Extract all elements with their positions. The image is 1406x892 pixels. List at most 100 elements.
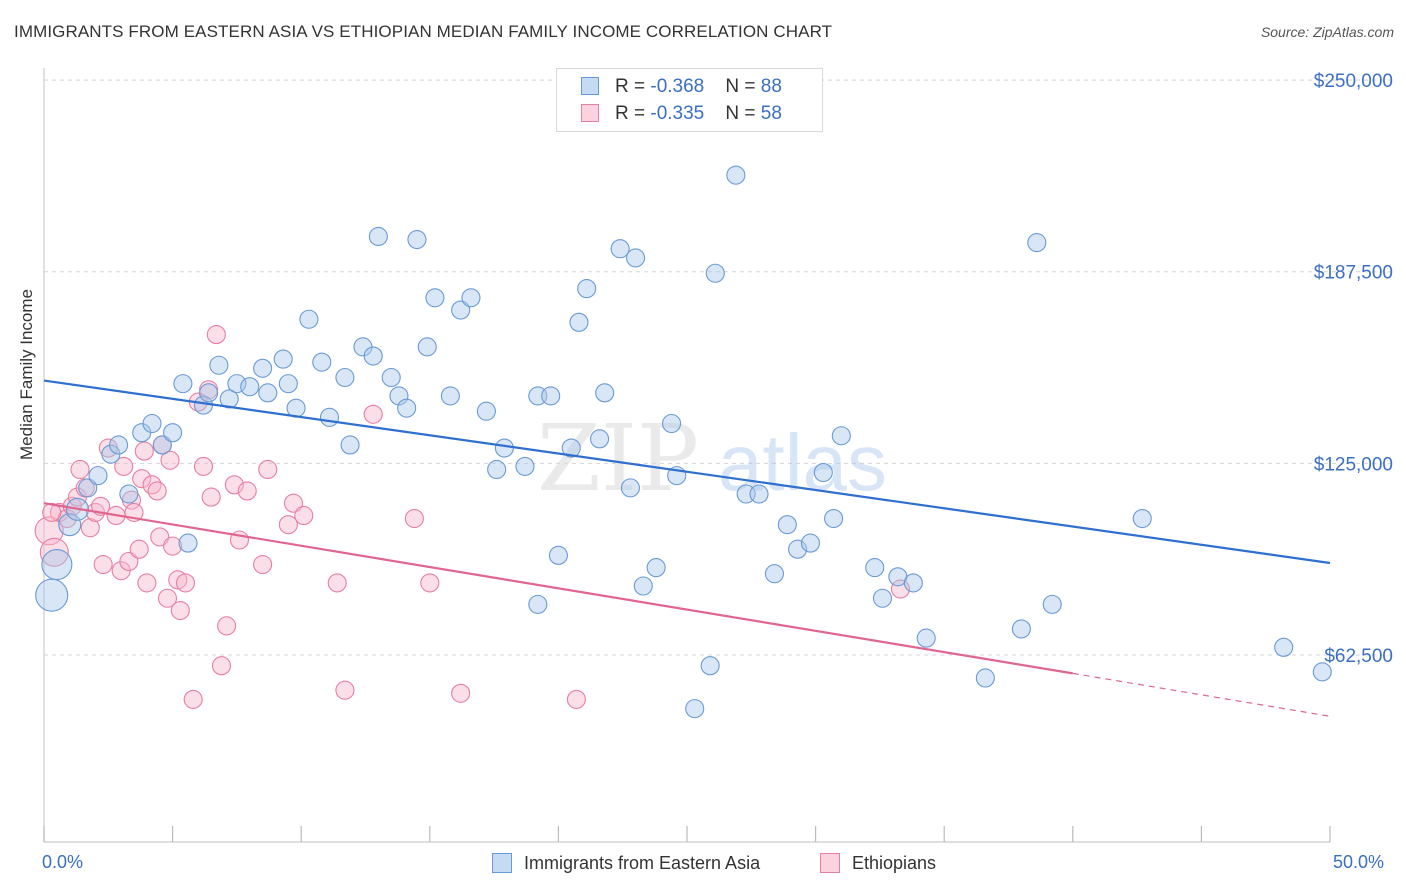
data-point: [494, 438, 514, 458]
data-point: [1042, 594, 1062, 614]
data-point: [363, 404, 383, 424]
data-point: [700, 656, 720, 676]
y-tick-label: $250,000: [1314, 71, 1393, 92]
data-point: [80, 518, 100, 538]
data-point: [662, 413, 682, 434]
data-point: [646, 558, 666, 578]
data-point: [240, 377, 260, 397]
data-point: [129, 539, 149, 559]
y-tick-label: $125,000: [1314, 454, 1393, 475]
data-point: [620, 478, 640, 498]
x-axis-max-label: 50.0%: [1333, 852, 1385, 872]
data-point: [417, 337, 437, 357]
data-point: [610, 239, 630, 259]
bottom-legend-label: Immigrants from Eastern Asia: [524, 853, 761, 873]
data-point: [800, 533, 821, 553]
data-point: [566, 689, 586, 709]
legend-swatch-blue: [581, 77, 599, 95]
data-point: [872, 588, 893, 608]
series-eastern-asia: [35, 165, 1332, 719]
data-point: [35, 578, 69, 612]
data-point: [626, 248, 646, 268]
data-point: [199, 383, 219, 403]
trend-lines: [43, 379, 1331, 717]
data-point: [595, 383, 615, 403]
y-tick-labels: $62,500 $125,000 $187,500 $250,000: [1314, 71, 1393, 667]
data-point: [294, 505, 314, 526]
axes: [43, 68, 1331, 843]
data-point: [1274, 637, 1294, 657]
data-point: [183, 689, 203, 709]
data-point: [381, 367, 401, 388]
data-point: [201, 487, 221, 507]
data-point: [389, 386, 409, 406]
data-point: [764, 564, 784, 584]
data-point: [119, 484, 139, 504]
data-point: [420, 573, 440, 593]
y-tick-label: $187,500: [1314, 263, 1393, 284]
data-point: [726, 165, 746, 185]
data-point: [548, 545, 568, 565]
data-point: [157, 588, 178, 608]
legend-r-value: -0.335: [650, 103, 705, 124]
data-point: [253, 554, 273, 575]
data-point: [363, 346, 383, 366]
data-point: [749, 484, 769, 504]
data-point: [142, 413, 162, 434]
y-tick-label: $62,500: [1324, 646, 1393, 667]
trend-line-eastern-asia: [43, 379, 1331, 565]
legend-r-label: R =: [615, 76, 651, 97]
data-point: [253, 358, 273, 378]
data-point: [397, 398, 417, 418]
data-point: [219, 389, 239, 409]
data-point: [93, 554, 113, 575]
data-point: [487, 459, 507, 480]
data-point: [142, 475, 162, 495]
bottom-legend-swatch-blue: [492, 853, 512, 873]
data-point: [1312, 662, 1332, 682]
data-point: [258, 383, 278, 403]
data-point: [237, 481, 257, 501]
series-ethiopians: [34, 325, 911, 709]
data-point: [209, 355, 229, 375]
data-point: [193, 456, 214, 476]
data-point: [577, 279, 597, 299]
grid-lines: [44, 79, 1396, 656]
data-point: [258, 459, 278, 480]
data-point: [137, 573, 157, 593]
data-point: [569, 312, 589, 332]
data-point: [206, 325, 226, 345]
data-point: [404, 508, 424, 529]
data-point: [541, 386, 561, 406]
trend-line-ethiopians: [43, 502, 1073, 675]
watermark: ZIP atlas: [537, 405, 887, 512]
data-point: [211, 656, 232, 676]
data-point: [163, 536, 183, 556]
data-point: [170, 600, 190, 621]
data-point: [119, 551, 139, 572]
data-point: [58, 513, 82, 537]
data-point: [975, 668, 995, 688]
data-point: [590, 429, 610, 449]
data-point: [319, 407, 340, 427]
data-point: [34, 516, 64, 546]
data-point: [147, 481, 167, 501]
data-point: [335, 680, 355, 700]
watermark-atlas: atlas: [718, 418, 887, 507]
data-point: [451, 683, 471, 703]
legend-n-label: N =: [725, 76, 761, 97]
legend-r-value: -0.368: [650, 76, 705, 97]
data-point: [561, 438, 581, 458]
trend-line-ethiopians-extrapolated: [1072, 672, 1331, 717]
data-point: [88, 466, 108, 486]
data-point: [278, 515, 298, 535]
data-point: [633, 576, 653, 596]
legend-n-label: N =: [725, 103, 761, 124]
legend-n-value: 88: [760, 76, 782, 97]
data-point: [440, 386, 460, 406]
source-credit: Source: ZipAtlas.com: [1260, 24, 1394, 40]
legend-r-label: R =: [615, 103, 651, 124]
data-point: [461, 288, 481, 308]
data-point: [476, 401, 496, 421]
